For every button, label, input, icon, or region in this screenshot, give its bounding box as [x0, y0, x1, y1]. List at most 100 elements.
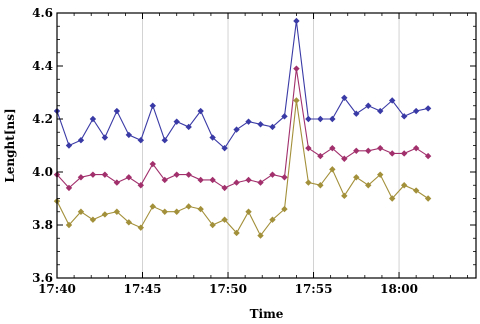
series-3-point — [424, 195, 432, 202]
series-3-point — [305, 179, 312, 186]
y-axis-title: Lenght[ns] — [3, 108, 17, 182]
grid-lines — [142, 13, 400, 278]
series-1-point — [173, 118, 180, 125]
series-1-point — [197, 107, 204, 115]
series-3-point — [377, 171, 384, 178]
series-1-point — [400, 113, 408, 120]
series-1-point — [257, 121, 264, 128]
series-3-point — [185, 203, 192, 210]
series-1-point — [65, 142, 73, 149]
series-2-point — [149, 160, 156, 168]
series-2-point — [101, 171, 109, 178]
series-2-point — [400, 150, 408, 157]
y-tick-label: 3.6 — [32, 271, 53, 285]
y-tick-label: 4.2 — [32, 112, 53, 126]
series-1-point — [233, 126, 240, 133]
series-2-point — [125, 174, 133, 181]
series-3-line — [56, 100, 429, 237]
x-tick-label: 17:50 — [209, 282, 247, 296]
series-1-point — [377, 107, 384, 115]
series-3-point — [113, 208, 121, 215]
series-1-point — [149, 102, 156, 109]
series-2-point — [412, 144, 420, 152]
series-2-point — [209, 176, 216, 184]
series-3-point — [221, 216, 228, 223]
series-3-point — [329, 166, 336, 173]
series-3-point — [269, 216, 276, 223]
series-3-point — [281, 205, 288, 213]
series-1-point — [365, 102, 372, 109]
series-1-point — [125, 131, 133, 139]
series-2-point — [329, 144, 336, 152]
series-3-point — [173, 208, 180, 215]
series-3-point — [89, 216, 97, 223]
tick-labels: 17:40 17:45 17:50 17:55 18:00 3.6 3.8 4.0 4.2 4.4… — [32, 6, 418, 296]
series-2-point — [161, 176, 168, 184]
series-1-point — [424, 105, 432, 112]
x-tick-label: 17:55 — [295, 282, 333, 296]
series-2-point — [113, 179, 121, 186]
series-3-point — [365, 182, 372, 189]
series-1-point — [77, 137, 85, 144]
series-2-point — [221, 184, 228, 192]
series-3-point — [317, 182, 324, 189]
series-2-point — [233, 179, 240, 186]
series-2-point — [65, 184, 73, 192]
series-2-line — [56, 68, 429, 189]
series-2-point — [245, 176, 252, 184]
series-1-point — [293, 17, 300, 25]
series-1-line — [56, 20, 429, 150]
series-2-point — [257, 179, 264, 186]
series-2-point — [389, 150, 396, 157]
series-3-point — [161, 208, 168, 215]
x-tick-label: 17:40 — [38, 282, 76, 296]
series-3-point — [257, 232, 264, 239]
series-1-point — [341, 94, 348, 101]
series-3-point — [389, 195, 396, 202]
series-2-point — [77, 174, 85, 181]
series-2-point — [173, 171, 180, 178]
series-3-point — [209, 221, 216, 229]
series-1-point — [269, 123, 276, 131]
series-3-point — [233, 229, 240, 237]
series-3-point — [341, 192, 348, 200]
x-tick-label: 18:00 — [380, 282, 418, 296]
series-2-point — [365, 147, 372, 154]
series-3-point — [353, 174, 360, 181]
series-2-point — [377, 144, 384, 152]
series-3-point — [137, 224, 144, 231]
series-2-point — [353, 147, 360, 154]
series-2-point — [185, 171, 192, 178]
series-3-point — [293, 97, 300, 104]
series-2-point — [424, 152, 432, 160]
series-1-point — [412, 107, 420, 115]
series-1-point — [305, 115, 312, 123]
series-3-point — [125, 219, 133, 226]
series-2-point — [293, 65, 300, 72]
y-tick-label: 3.8 — [32, 218, 53, 232]
series-3-point — [245, 208, 252, 215]
series-1-point — [317, 115, 324, 123]
data-series — [53, 17, 432, 239]
series-3-point — [412, 187, 420, 194]
series-2-point — [281, 174, 288, 181]
series-1-point — [161, 137, 168, 144]
series-3-point — [65, 221, 73, 229]
series-1-point — [101, 134, 109, 141]
series-1-point — [185, 123, 192, 131]
series-1-point — [137, 137, 144, 144]
series-2-point — [317, 152, 324, 160]
axes-ticks — [56, 12, 476, 279]
x-tick-label: 17:45 — [124, 282, 162, 296]
series-2-point — [269, 171, 276, 178]
series-1-point — [245, 118, 252, 125]
y-tick-label: 4.6 — [32, 6, 53, 20]
series-1-point — [389, 97, 396, 104]
x-axis-title: Time — [250, 307, 284, 321]
series-3-point — [149, 203, 156, 210]
plot-frame — [56, 12, 477, 279]
series-2-point — [305, 144, 312, 152]
series-1-point — [353, 110, 360, 117]
series-1-point — [209, 134, 216, 141]
